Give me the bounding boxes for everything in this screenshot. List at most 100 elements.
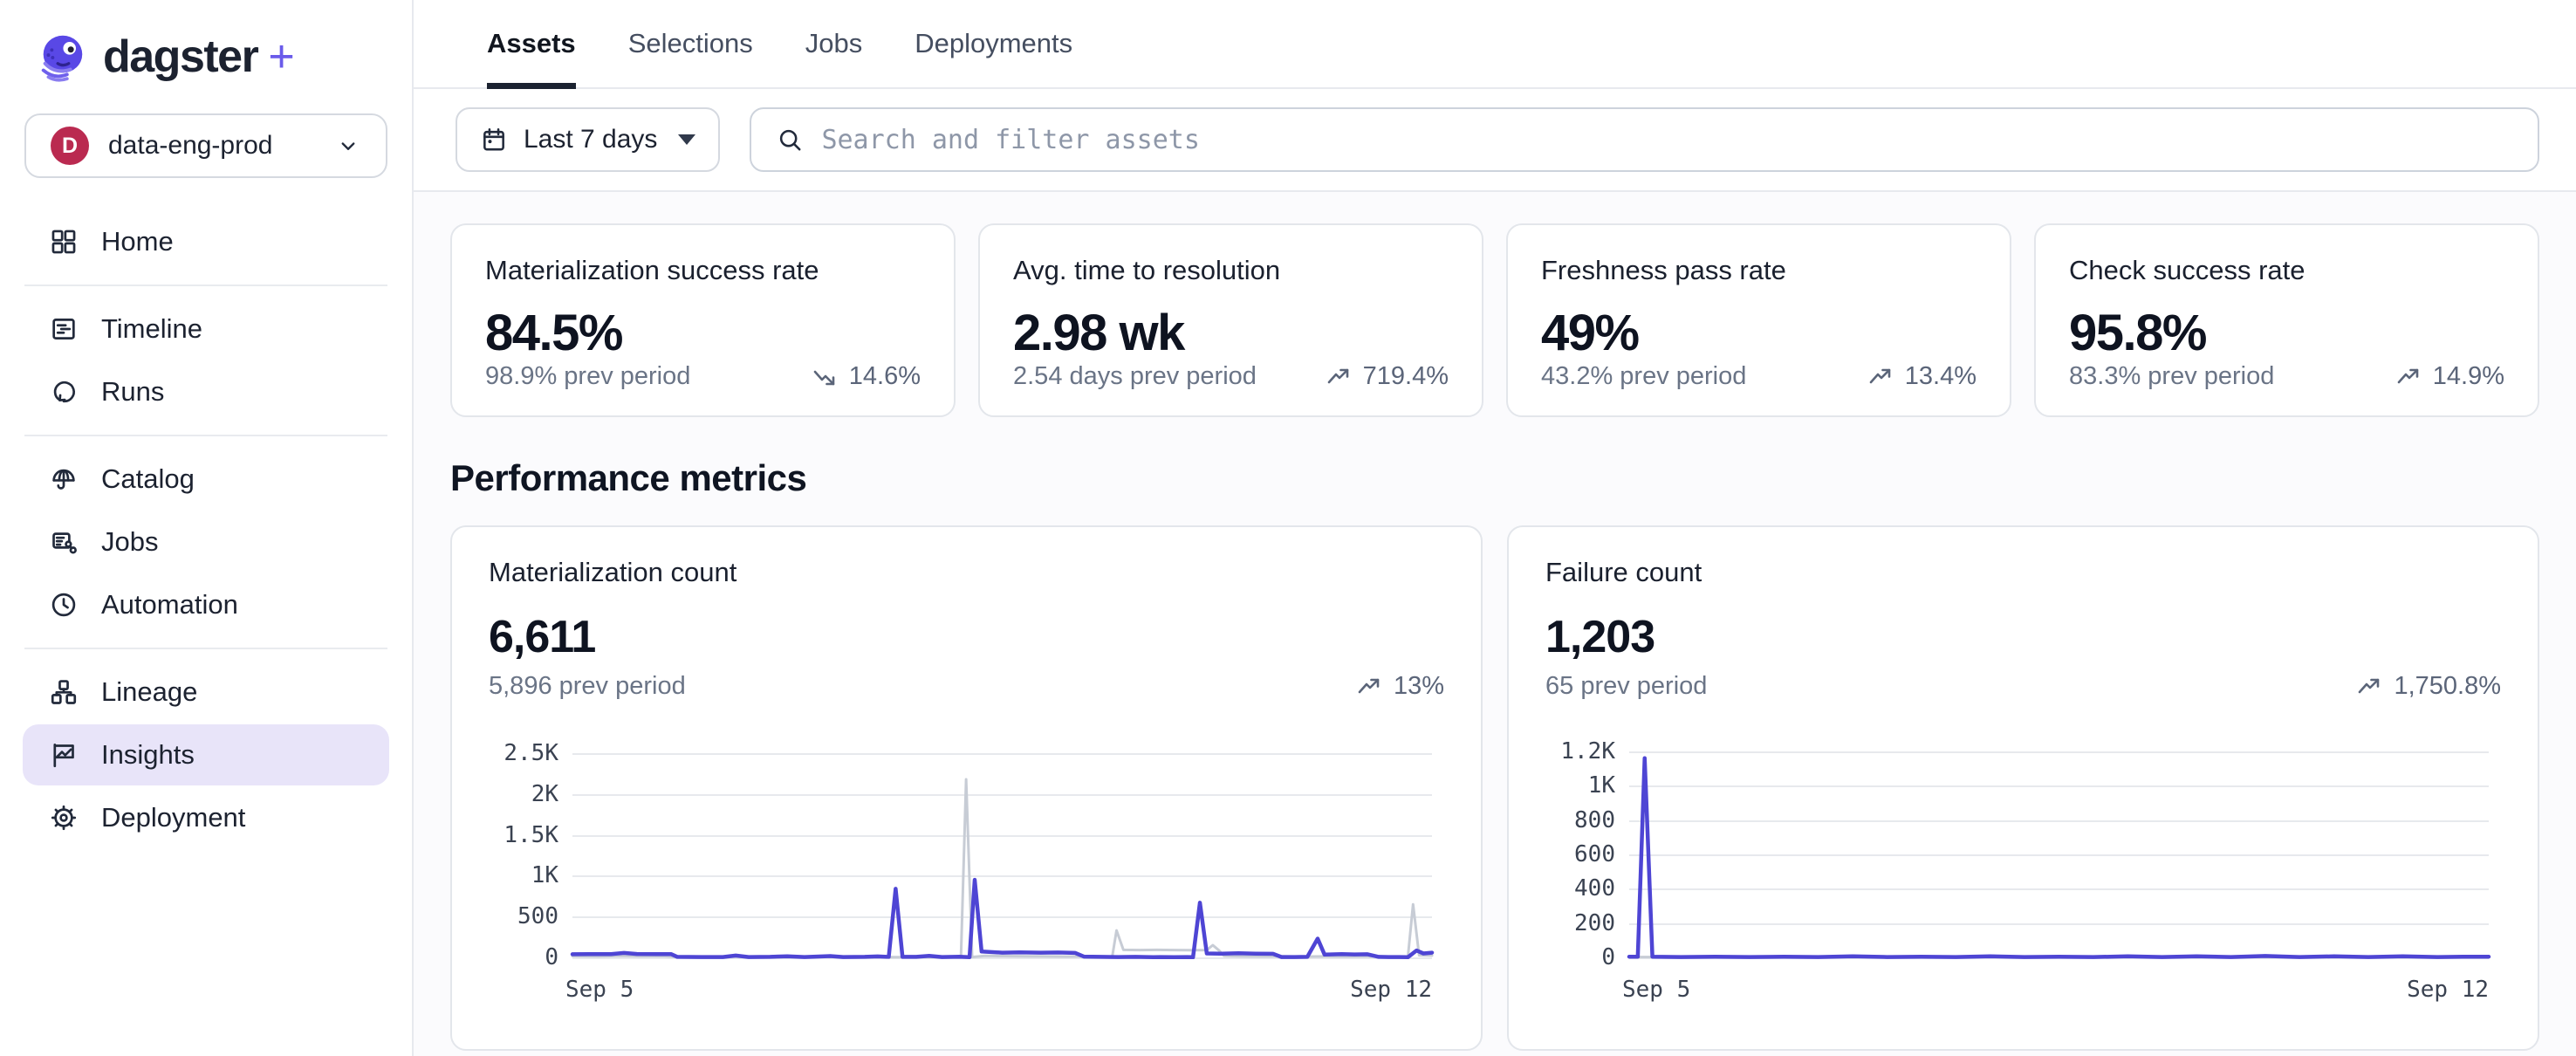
section-title-performance-metrics: Performance metrics bbox=[450, 457, 807, 498]
workspace-avatar: D bbox=[51, 127, 89, 165]
search-box bbox=[750, 107, 2539, 172]
sidebar-item-lineage[interactable]: Lineage bbox=[23, 662, 389, 723]
header-tabs: Assets Selections Jobs Deployments bbox=[414, 0, 2576, 89]
metric-title: Avg. time to resolution bbox=[1013, 255, 1281, 285]
tab-jobs[interactable]: Jobs bbox=[805, 28, 863, 58]
metric-prev-period: 2.54 days prev period bbox=[1013, 362, 1257, 390]
gridline bbox=[1629, 854, 2489, 856]
dagster-octopus-icon bbox=[41, 35, 83, 82]
y-axis-tick: 1.5K bbox=[504, 821, 558, 848]
sidebar-item-jobs[interactable]: Jobs bbox=[23, 511, 389, 573]
sidebar-nav: Home Timeline Runs bbox=[0, 204, 412, 855]
lineage-icon bbox=[51, 680, 77, 704]
automation-icon bbox=[51, 593, 76, 617]
trend-badge: 13.4% bbox=[1868, 362, 1977, 391]
y-axis-tick: 0 bbox=[1601, 944, 1615, 970]
brand-name: dagster bbox=[103, 31, 259, 82]
jobs-icon bbox=[52, 532, 77, 554]
metric-card-materialization-success-rate[interactable]: Materialization success rate 84.5% 98.9%… bbox=[450, 223, 956, 417]
metric-card-check-success-rate[interactable]: Check success rate 95.8% 83.3% prev peri… bbox=[2034, 223, 2539, 417]
metric-prev-period: 43.2% prev period bbox=[1541, 362, 1747, 390]
trend-down-icon bbox=[812, 364, 839, 390]
y-axis-tick: 600 bbox=[1574, 840, 1615, 867]
chevron-down-icon bbox=[341, 142, 355, 150]
trend-badge: 1,750.8% bbox=[2357, 672, 2501, 701]
sidebar-item-label: Jobs bbox=[101, 526, 159, 557]
date-range-button[interactable]: Last 7 days bbox=[456, 107, 721, 172]
materialization-count-line-chart[interactable]: 2.5K 2K 1.5K 1K 500 0 bbox=[504, 740, 1432, 970]
trend-badge: 13% bbox=[1357, 672, 1444, 701]
tab-assets[interactable]: Assets bbox=[487, 0, 576, 89]
metric-value: 2.98 wk bbox=[1013, 305, 1185, 361]
workspace-name: data-eng-prod bbox=[108, 131, 273, 160]
chart-value: 1,203 bbox=[1545, 612, 1655, 662]
chart-card-materialization-count[interactable]: Materialization count 6,611 5,896 prev p… bbox=[450, 525, 1483, 1051]
metric-card-avg-time-to-resolution[interactable]: Avg. time to resolution 2.98 wk 2.54 day… bbox=[978, 223, 1483, 417]
home-icon bbox=[51, 230, 76, 254]
metric-value: 49% bbox=[1541, 305, 1640, 361]
y-axis-tick: 2K bbox=[531, 780, 558, 807]
y-axis-tick: 400 bbox=[1574, 875, 1615, 902]
y-axis-tick: 200 bbox=[1574, 909, 1615, 936]
trend-value: 719.4% bbox=[1362, 362, 1449, 390]
metric-value: 84.5% bbox=[485, 305, 623, 361]
search-input[interactable] bbox=[821, 124, 2513, 155]
caret-down-icon bbox=[678, 134, 696, 145]
sidebar-item-timeline[interactable]: Timeline bbox=[23, 298, 389, 360]
trend-up-icon bbox=[1868, 364, 1894, 390]
x-axis-tick-start: Sep 5 bbox=[565, 977, 634, 1003]
sidebar-divider bbox=[24, 285, 387, 286]
tab-selections[interactable]: Selections bbox=[627, 28, 753, 58]
y-axis-tick: 1.2K bbox=[1560, 737, 1615, 765]
dagster-logo: dagster + bbox=[0, 0, 412, 103]
y-axis-tick: 500 bbox=[517, 903, 558, 930]
insights-icon bbox=[53, 744, 74, 768]
chart-title: Failure count bbox=[1545, 557, 1702, 587]
sidebar-divider bbox=[24, 648, 387, 649]
y-axis-tick: 0 bbox=[545, 944, 558, 970]
gridline bbox=[572, 875, 1432, 878]
sidebar-item-home[interactable]: Home bbox=[23, 211, 389, 272]
chart-card-failure-count[interactable]: Failure count 1,203 65 prev period 1,750… bbox=[1507, 525, 2539, 1051]
metric-cards-row: Materialization success rate 84.5% 98.9%… bbox=[450, 223, 2539, 417]
x-axis-tick-end: Sep 12 bbox=[1350, 977, 1432, 1003]
trend-up-icon bbox=[1326, 364, 1353, 390]
sidebar-item-runs[interactable]: Runs bbox=[23, 361, 389, 422]
trend-value: 14.6% bbox=[848, 362, 921, 390]
x-axis-tick-end: Sep 12 bbox=[2407, 977, 2489, 1003]
chart-prev-period: 65 prev period bbox=[1545, 672, 1708, 700]
date-range-label: Last 7 days bbox=[524, 125, 658, 154]
gridline bbox=[1629, 785, 2489, 788]
catalog-icon bbox=[52, 469, 75, 490]
trend-up-icon bbox=[2396, 364, 2422, 390]
sidebar: dagster + D data-eng-prod Home bbox=[0, 0, 414, 1056]
workspace-selector[interactable]: D data-eng-prod bbox=[24, 113, 387, 178]
y-axis-tick: 1K bbox=[531, 862, 558, 889]
gridline bbox=[572, 957, 1432, 959]
sidebar-item-label: Catalog bbox=[101, 463, 195, 494]
tab-deployments[interactable]: Deployments bbox=[915, 28, 1073, 58]
trend-badge: 14.9% bbox=[2396, 362, 2504, 391]
sidebar-item-deployment[interactable]: Deployment bbox=[23, 787, 389, 848]
sidebar-item-label: Timeline bbox=[101, 313, 202, 344]
main-area: Assets Selections Jobs Deployments Last … bbox=[414, 0, 2576, 1056]
sidebar-item-catalog[interactable]: Catalog bbox=[23, 449, 389, 510]
trend-up-icon bbox=[2357, 674, 2383, 700]
chart-prev-period: 5,896 prev period bbox=[489, 672, 686, 700]
insights-content: Materialization success rate 84.5% 98.9%… bbox=[414, 192, 2576, 1056]
trend-badge: 719.4% bbox=[1326, 362, 1449, 391]
sidebar-item-automation[interactable]: Automation bbox=[23, 574, 389, 635]
y-axis-tick: 800 bbox=[1574, 806, 1615, 833]
gridline bbox=[572, 916, 1432, 919]
y-axis-tick: 2.5K bbox=[504, 740, 558, 767]
metric-title: Freshness pass rate bbox=[1541, 255, 1786, 285]
failure-count-line-chart[interactable]: 1.2K 1K 800 600 400 200 0 bbox=[1560, 738, 2489, 970]
search-icon bbox=[780, 129, 801, 151]
gridline bbox=[1629, 922, 2489, 925]
gridline bbox=[1629, 819, 2489, 822]
metric-card-freshness-pass-rate[interactable]: Freshness pass rate 49% 43.2% prev perio… bbox=[1506, 223, 2011, 417]
sidebar-item-insights[interactable]: Insights bbox=[23, 724, 389, 785]
gridline bbox=[572, 753, 1432, 756]
sidebar-item-label: Lineage bbox=[101, 676, 198, 707]
chart-cards-row: Materialization count 6,611 5,896 prev p… bbox=[450, 525, 2539, 1051]
